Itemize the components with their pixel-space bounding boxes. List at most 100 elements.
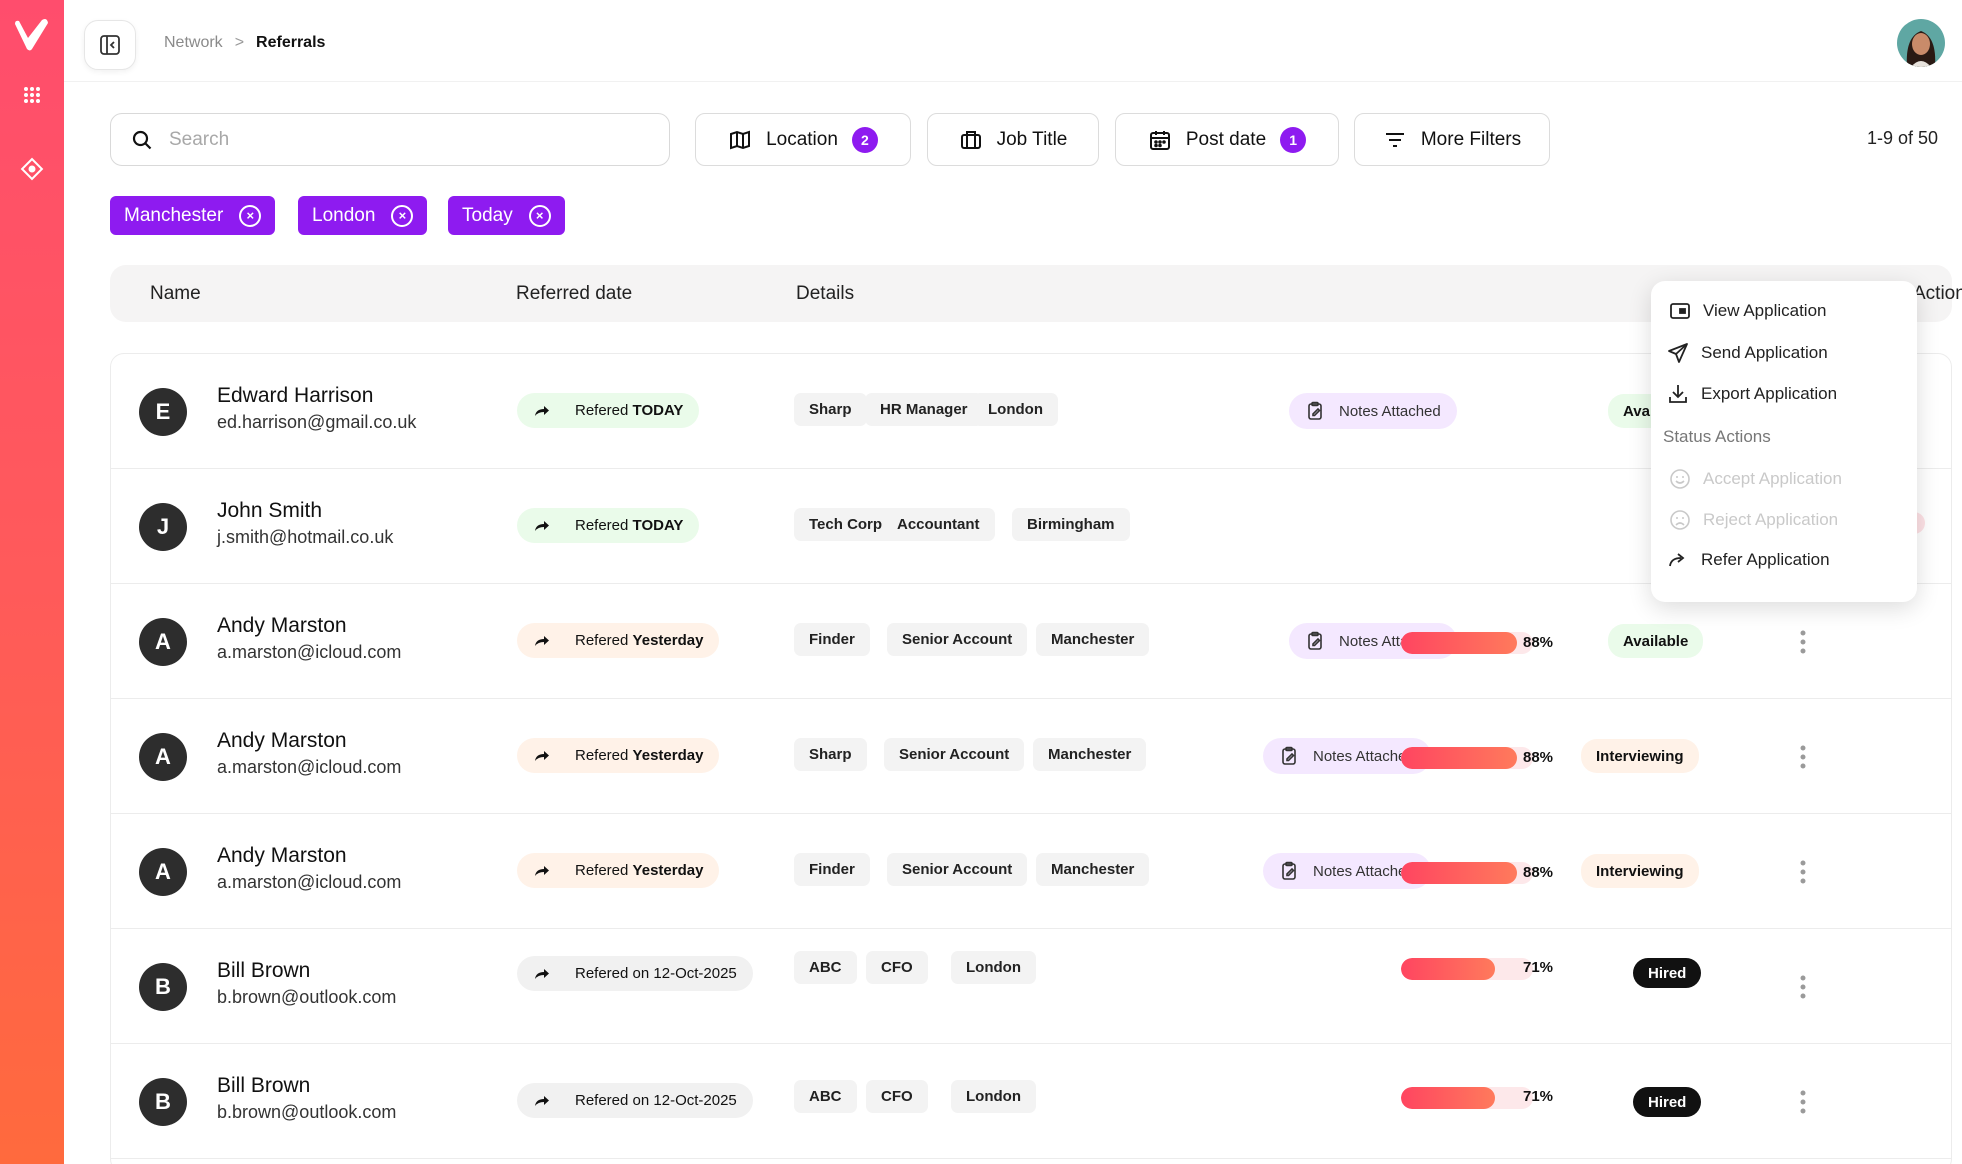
header-details[interactable]: Details <box>796 283 855 304</box>
row-menu-button[interactable] <box>1783 737 1823 777</box>
search-box[interactable] <box>110 113 670 166</box>
post-date-filter-button[interactable]: Post date 1 <box>1115 113 1339 166</box>
share-arrow-icon <box>535 635 549 646</box>
view-icon <box>1670 303 1690 319</box>
table-row[interactable]: A Andy Marston a.marston@icloud.com Refe… <box>111 699 1951 814</box>
header-actions[interactable]: Actions <box>1913 283 1962 304</box>
avatar: A <box>139 618 187 666</box>
table-row[interactable]: J John Smith j.smith@hotmail.co.uk Refer… <box>111 469 1951 584</box>
breadcrumb-network[interactable]: Network <box>164 34 223 51</box>
more-vertical-icon <box>1800 860 1806 884</box>
row-menu-button[interactable] <box>1783 622 1823 662</box>
progress-fill <box>1401 1087 1495 1109</box>
grid-icon[interactable] <box>19 82 45 108</box>
table-row[interactable]: E Edward Harrison ed.harrison@gmail.co.u… <box>111 354 1951 469</box>
referred-value: 12-Oct-2025 <box>653 1092 737 1109</box>
calendar-icon <box>1149 130 1170 150</box>
notes-attached-badge[interactable]: Notes Attached <box>1289 393 1457 429</box>
diamond-icon[interactable] <box>19 156 45 182</box>
referred-badge: Refered Yesterday <box>517 623 720 658</box>
candidate-email: ed.harrison@gmail.co.uk <box>217 412 417 432</box>
progress-bar <box>1401 1087 1533 1109</box>
detail-tag: Tech Corp <box>794 508 898 541</box>
referred-prefix: Refered on <box>575 965 650 982</box>
referred-prefix: Refered <box>575 747 629 764</box>
candidate-email: a.marston@icloud.com <box>217 642 402 662</box>
frown-icon <box>1670 510 1690 530</box>
detail-tag: Sharp <box>794 738 867 771</box>
row-menu-button[interactable] <box>1783 1082 1823 1122</box>
detail-tag: Manchester <box>1036 853 1150 886</box>
table-row[interactable]: A Andy Marston a.marston@icloud.com Refe… <box>111 814 1951 929</box>
progress-bar <box>1401 958 1533 980</box>
referred-badge: Refered TODAY <box>517 508 700 543</box>
table-row[interactable]: B Bill Brown b.brown@outlook.com Refered… <box>111 1044 1951 1159</box>
header-name[interactable]: Name <box>150 283 201 304</box>
candidate-name: Andy Marston <box>217 729 347 752</box>
referred-value: 12-Oct-2025 <box>653 965 737 982</box>
table-header: Name Referred date Details <box>110 265 1952 322</box>
share-arrow-icon <box>535 865 549 876</box>
share-arrow-icon <box>535 520 549 531</box>
referred-value: TODAY <box>632 402 684 419</box>
referred-prefix: Refered on <box>575 1092 650 1109</box>
logo-icon[interactable] <box>13 18 51 52</box>
menu-refer-application[interactable]: Refer Application <box>1667 549 1830 571</box>
detail-tag: Accountant <box>882 508 995 541</box>
referred-prefix: Refered <box>575 402 629 419</box>
breadcrumb: Network > Referrals <box>164 34 325 52</box>
chip-remove-icon[interactable]: × <box>528 204 551 227</box>
candidate-name: Andy Marston <box>217 614 347 637</box>
detail-tag: ABC <box>794 951 857 984</box>
progress-bar <box>1401 632 1533 654</box>
job-title-filter-button[interactable]: Job Title <box>927 113 1099 166</box>
candidate-email: a.marston@icloud.com <box>217 872 402 892</box>
detail-tag: London <box>951 1080 1036 1113</box>
more-vertical-icon <box>1800 745 1806 769</box>
menu-reject-application[interactable]: Reject Application <box>1669 509 1838 531</box>
row-menu-button[interactable] <box>1783 967 1823 1007</box>
clipboard-icon <box>1282 746 1296 765</box>
candidate-name: Bill Brown <box>217 959 311 982</box>
referred-badge: Refered on 12-Oct-2025 <box>517 956 753 991</box>
notes-attached-badge[interactable]: Notes Attached <box>1263 853 1431 889</box>
avatar: E <box>139 388 187 436</box>
table-row[interactable]: B Bill Brown b.brown@outlook.com Refered… <box>111 929 1951 1044</box>
menu-item-label: Reject Application <box>1703 510 1839 529</box>
menu-export-application[interactable]: Export Application <box>1667 383 1837 405</box>
more-filters-button[interactable]: More Filters <box>1354 113 1550 166</box>
menu-section-title: Status Actions <box>1663 427 1771 446</box>
chip-remove-icon[interactable]: × <box>391 204 414 227</box>
left-rail <box>0 0 64 1164</box>
user-avatar[interactable] <box>1897 19 1945 67</box>
avatar: J <box>139 503 187 551</box>
avatar: B <box>139 1078 187 1126</box>
detail-tag: Birmingham <box>1012 508 1130 541</box>
referred-value: TODAY <box>632 517 684 534</box>
referred-prefix: Refered <box>575 632 629 649</box>
menu-view-application[interactable]: View Application <box>1669 300 1827 322</box>
progress-percent: 88% <box>1523 749 1554 766</box>
table-row[interactable]: A Andy Marston a.marston@icloud.com Refe… <box>111 584 1951 699</box>
detail-tag: Senior Account <box>884 738 1025 771</box>
detail-tag: London <box>973 393 1058 426</box>
chip-remove-icon[interactable]: × <box>239 204 262 227</box>
candidate-email: a.marston@icloud.com <box>217 757 402 777</box>
menu-accept-application[interactable]: Accept Application <box>1669 468 1842 490</box>
row-menu-button[interactable] <box>1783 852 1823 892</box>
referred-prefix: Refered <box>575 517 629 534</box>
menu-send-application[interactable]: Send Application <box>1667 342 1828 364</box>
location-filter-button[interactable]: Location 2 <box>695 113 911 166</box>
menu-item-label: View Application <box>1703 301 1827 320</box>
progress-percent: 88% <box>1523 864 1554 881</box>
search-input[interactable] <box>169 128 629 151</box>
breadcrumb-separator: > <box>234 34 245 51</box>
sidebar-toggle-button[interactable] <box>84 20 136 70</box>
notes-label: Notes Attached <box>1339 402 1441 420</box>
header-referred-date[interactable]: Referred date <box>516 283 633 304</box>
location-count-badge: 2 <box>851 126 878 153</box>
download-icon <box>1669 385 1687 403</box>
progress-bar <box>1401 747 1533 769</box>
progress-percent: 71% <box>1523 959 1554 976</box>
status-badge: Hired <box>1633 1087 1702 1117</box>
